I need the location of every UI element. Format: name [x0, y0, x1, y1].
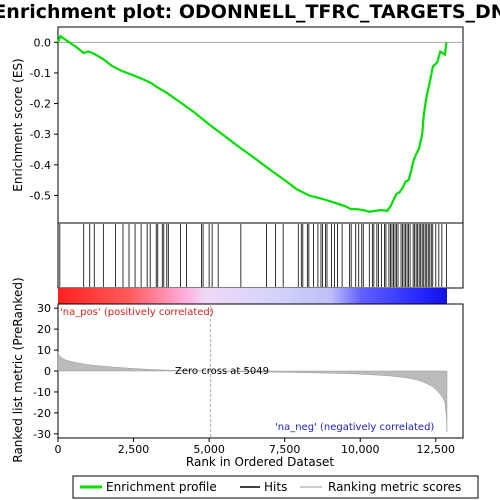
metric-x-tick-label: 0	[55, 443, 62, 456]
enrichment-profile-line	[56, 34, 448, 213]
metric-y-tick-label: -30	[33, 428, 51, 441]
metric-y-tick-label: 10	[37, 344, 51, 357]
pos-correlated-label: 'na_pos' (positively correlated)	[60, 307, 214, 318]
metric-y-tick-label: -10	[33, 386, 51, 399]
hits-marks	[59, 224, 447, 287]
es-y-tick-label: -0.3	[30, 128, 51, 141]
es-y-tick-label: -0.2	[30, 98, 51, 111]
legend-hits-label: Hits	[264, 480, 287, 494]
neg-correlated-label: 'na_neg' (negatively correlated)	[275, 422, 434, 433]
chart-title: Enrichment plot: ODONNELL_TFRC_TARGETS_D…	[0, 1, 500, 23]
es-panel-frame	[57, 26, 464, 224]
metric-y-tick-label: 20	[37, 323, 51, 336]
es-y-axis-label: Enrichment score (ES)	[11, 58, 25, 191]
es-y-tick-label: -0.1	[30, 67, 51, 80]
legend-box	[72, 475, 479, 499]
metric-x-axis-label: Rank in Ordered Dataset	[186, 455, 334, 469]
rank-color-bar	[58, 288, 447, 304]
metric-y-axis-label: Ranked list metric (PreRanked)	[11, 277, 25, 462]
metric-x-tick-label: 5,000	[193, 443, 225, 456]
metric-y-tick-label: 30	[37, 302, 51, 315]
es-y-axis: 0.0 -0.1 -0.2 -0.3 -0.4 -0.5	[30, 36, 58, 202]
metric-x-tick-label: 10,000	[341, 443, 380, 456]
metric-y-axis: 30 20 10 0 -10 -20 -30	[33, 302, 58, 441]
metric-y-tick-label: 0	[44, 365, 51, 378]
es-y-tick-label: -0.4	[30, 159, 51, 172]
metric-x-tick-label: 7,500	[269, 443, 301, 456]
es-y-tick-label: 0.0	[34, 36, 52, 49]
legend-metric-label: Ranking metric scores	[328, 480, 461, 494]
metric-x-tick-label: 2,500	[118, 443, 150, 456]
metric-x-axis: 0 2,500 5,000 7,500 10,000 12,500	[55, 438, 456, 456]
es-y-tick-label: -0.5	[30, 189, 51, 202]
metric-y-tick-label: -20	[33, 407, 51, 420]
legend-enrichment-label: Enrichment profile	[106, 480, 217, 494]
ranking-metric-area	[57, 352, 448, 432]
metric-x-tick-label: 12,500	[417, 443, 456, 456]
zero-cross-label: Zero cross at 5049	[175, 366, 269, 377]
hits-panel-frame	[57, 222, 464, 289]
